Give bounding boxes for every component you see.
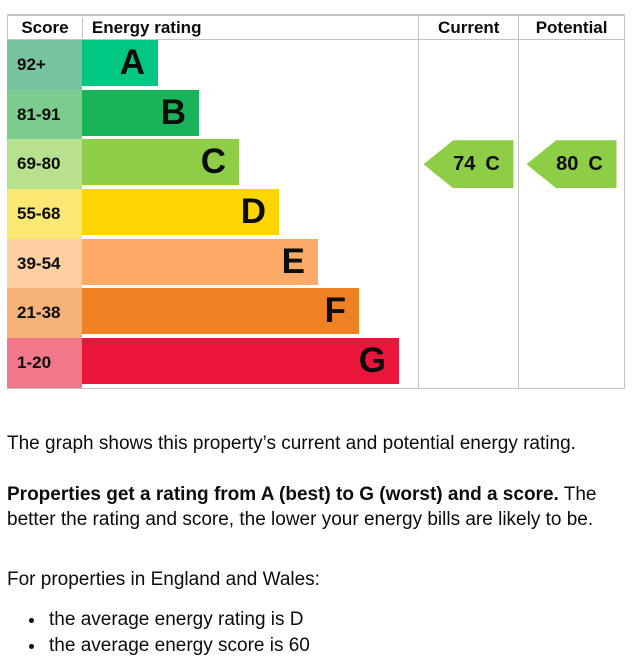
potential-cell (518, 189, 625, 239)
epc-band-rows: 92+ A 81-91 B 69-80 C 74 C 80 C 55-68 D 39… (7, 40, 625, 389)
band-row: 55-68 D (7, 189, 625, 239)
current-cell (418, 40, 518, 90)
band-row: 39-54 E (7, 238, 625, 289)
band-bar: B (82, 89, 199, 136)
current-rating-arrow-band: C (485, 152, 500, 175)
graph-description: The graph shows this property’s current … (7, 432, 576, 454)
band-bar-area: B (82, 89, 418, 140)
score-range-cell: 92+ (7, 40, 82, 90)
score-range-cell: 81-91 (7, 89, 82, 140)
score-range-cell: 69-80 (7, 139, 82, 190)
band-row: 92+ A (7, 40, 625, 90)
energy-rating-chart: Score Energy rating Current Potential 92… (7, 14, 625, 389)
band-bar-area: A (82, 40, 418, 90)
rating-explanation: Properties get a rating from A (best) to… (7, 482, 622, 532)
score-range-cell: 39-54 (7, 238, 82, 289)
band-bar-area: E (82, 238, 418, 289)
england-wales-intro: For properties in England and Wales: (7, 568, 320, 590)
potential-rating-arrow-score: 80 (556, 152, 579, 175)
chart-header-row: Score Energy rating Current Potential (7, 14, 625, 40)
list-item: the average energy score is 60 (46, 633, 625, 659)
current-cell (418, 338, 518, 388)
score-range-cell: 21-38 (7, 288, 82, 339)
band-bar: D (82, 189, 279, 236)
current-cell (418, 189, 518, 239)
rating-explanation-rest: The better the rating and score, the low… (7, 483, 597, 530)
current-cell: 74 C (418, 139, 518, 190)
band-bar: F (82, 288, 359, 335)
band-row: 1-20 G (7, 338, 625, 388)
band-bar: A (82, 40, 158, 86)
band-bar-area: G (82, 338, 418, 388)
score-range-cell: 1-20 (7, 338, 82, 388)
potential-cell (518, 238, 625, 289)
header-potential: Potential (518, 16, 625, 39)
current-rating-arrow-score: 74 (453, 152, 476, 175)
band-bar: C (82, 139, 239, 186)
band-bar-area: F (82, 288, 418, 338)
band-row: 69-80 C 74 C 80 C (7, 139, 625, 190)
score-range-cell: 55-68 (7, 189, 82, 239)
potential-cell: 80 C (518, 139, 625, 190)
rating-explanation-bold: Properties get a rating from A (best) to… (7, 483, 559, 505)
current-cell (418, 288, 518, 339)
current-cell (418, 238, 518, 289)
current-cell (418, 89, 518, 140)
potential-rating-arrow: 80 C (526, 140, 617, 189)
current-rating-arrow: 74 C (423, 140, 514, 189)
header-score: Score (8, 17, 83, 38)
potential-cell (518, 89, 625, 140)
list-item: the average energy rating is D (46, 607, 625, 633)
band-bar: G (82, 338, 399, 385)
potential-cell (518, 288, 625, 339)
header-current: Current (418, 16, 518, 39)
potential-rating-arrow-band: C (588, 152, 603, 175)
potential-cell (518, 338, 625, 388)
average-stats-list: the average energy rating is D the avera… (7, 607, 625, 659)
band-row: 21-38 F (7, 288, 625, 339)
band-row: 81-91 B (7, 89, 625, 140)
band-bar-area: C (82, 139, 418, 189)
band-bar-area: D (82, 189, 418, 239)
band-bar: E (82, 238, 318, 285)
header-energy-rating: Energy rating (91, 17, 202, 37)
potential-cell (518, 40, 625, 90)
